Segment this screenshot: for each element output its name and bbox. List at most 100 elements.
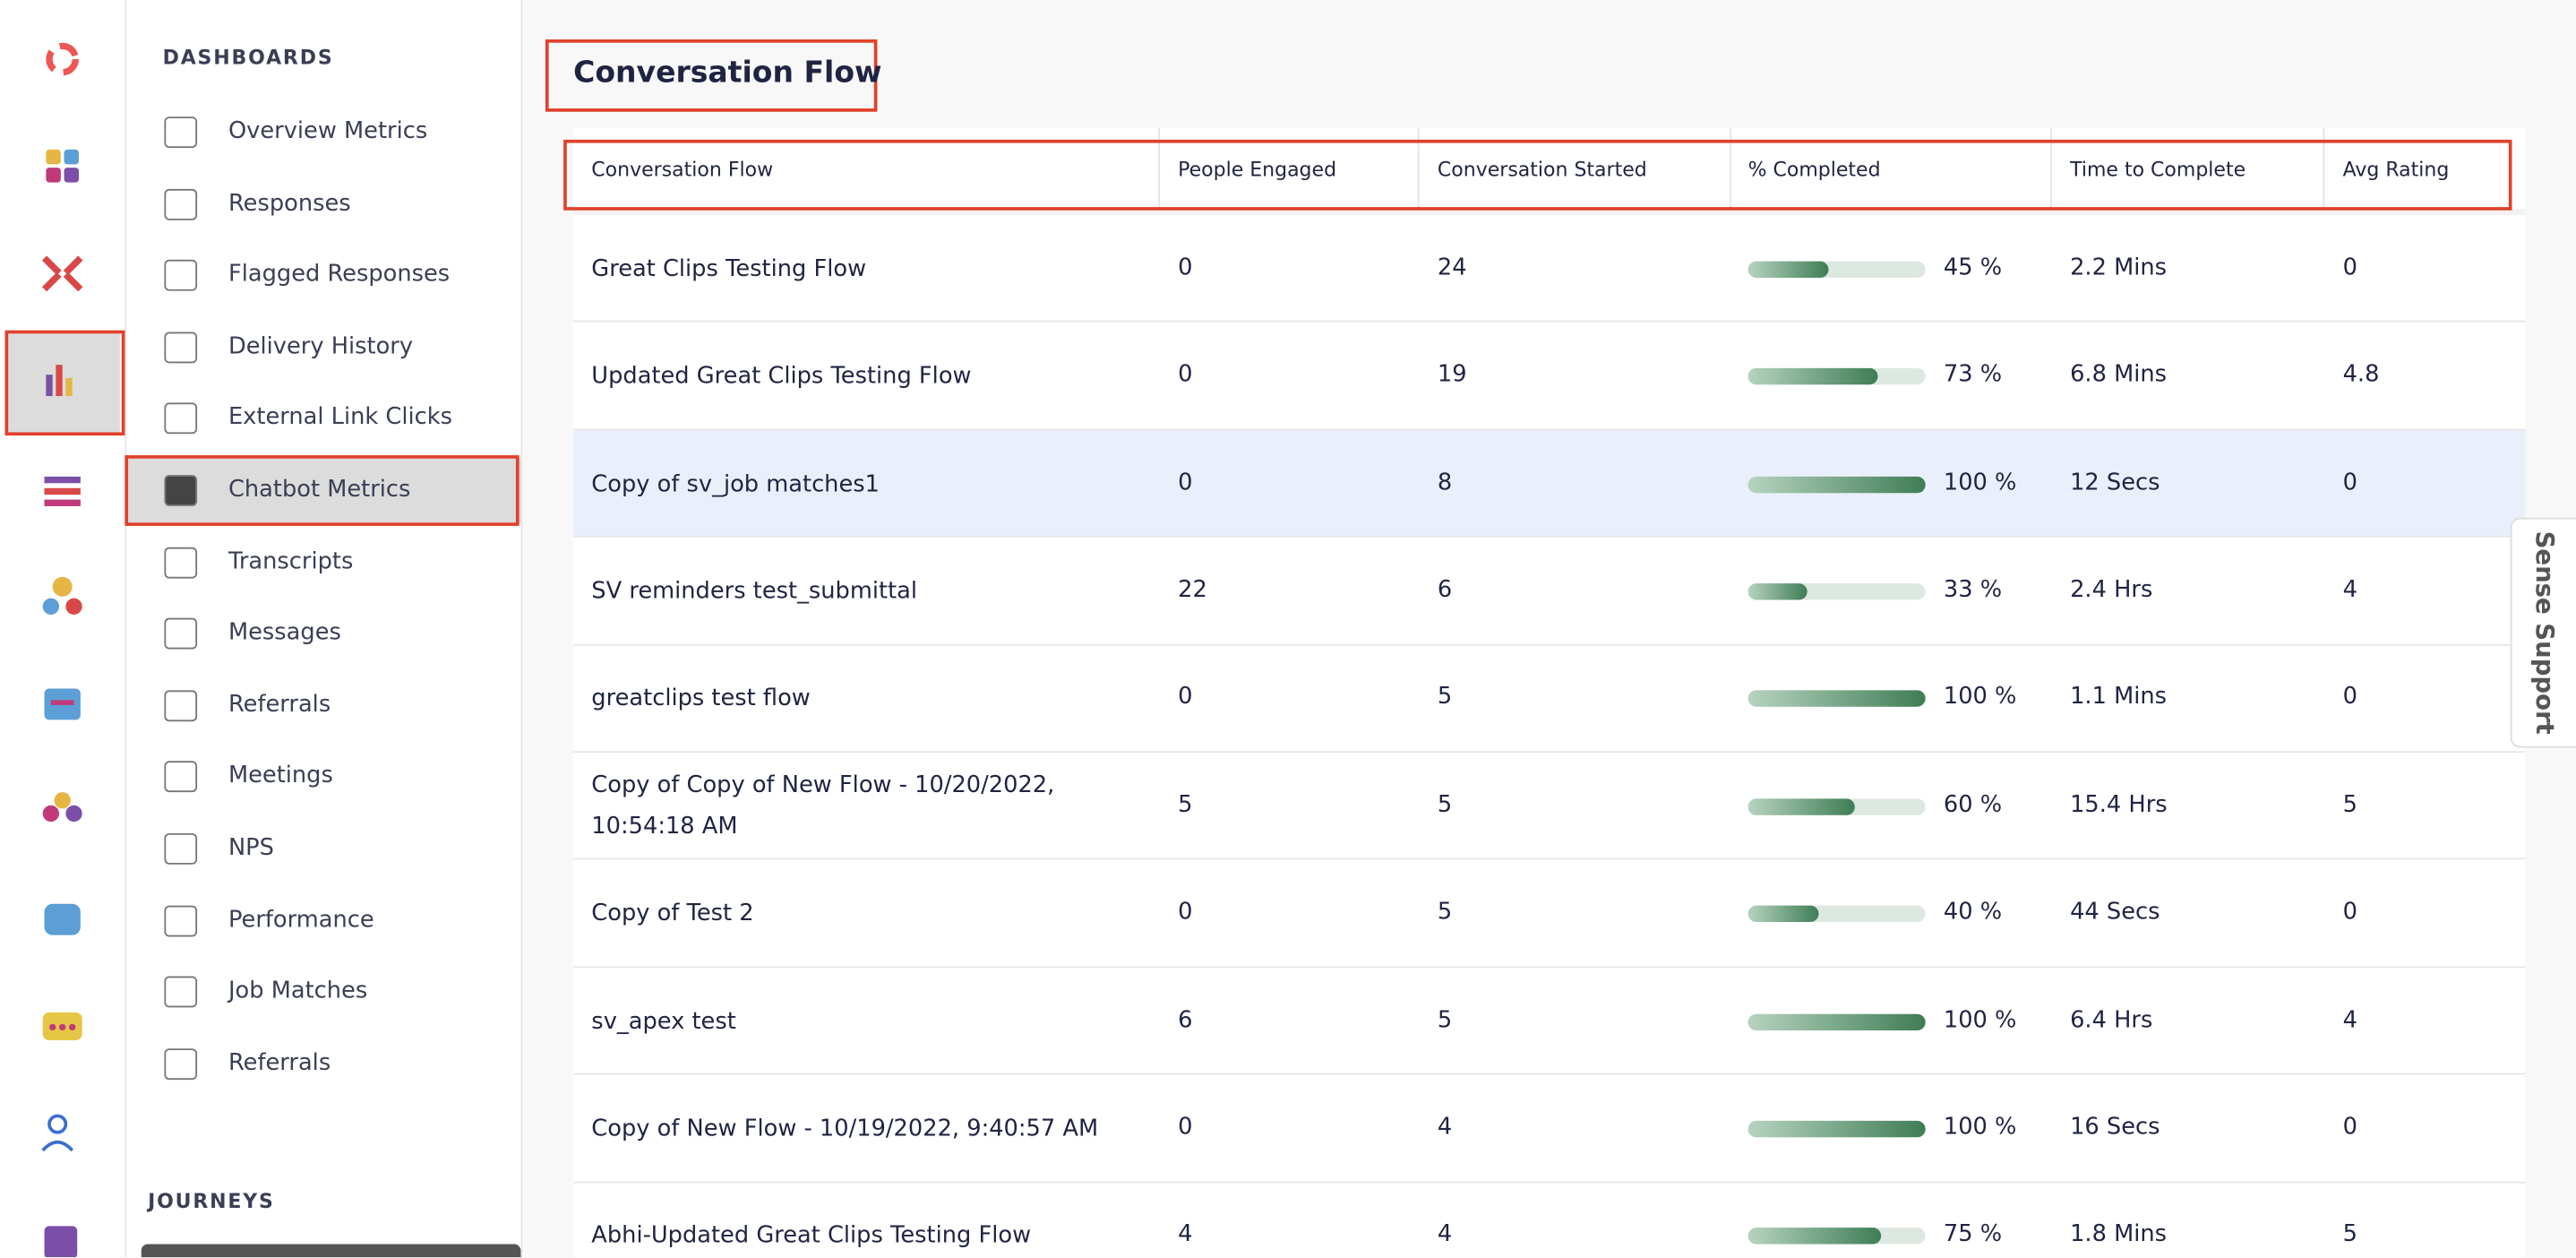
table-row (573, 860, 2526, 968)
nav-item[interactable]: NPS (228, 834, 274, 862)
cell: 4 (2342, 576, 2357, 603)
nav-icon (164, 188, 198, 220)
progress-bar (1747, 690, 1926, 708)
nav-icon (164, 1047, 198, 1080)
flow-name[interactable]: SV reminders test_submittal (591, 578, 918, 605)
nav-icon (164, 976, 198, 1008)
nav-item[interactable]: Referrals (228, 1049, 331, 1077)
section-title: DASHBOARDS (162, 46, 334, 70)
cell: 4 (1437, 1114, 1453, 1141)
nav-icon (164, 403, 198, 435)
nav-icon (164, 618, 198, 650)
nav-item[interactable]: External Link Clicks (228, 404, 452, 432)
cell: 5 (1437, 791, 1453, 818)
nav-item[interactable]: Transcripts (228, 547, 354, 575)
nav-icon (164, 761, 198, 793)
cell: 5 (2342, 1221, 2357, 1248)
table-row (573, 1074, 2526, 1183)
cell: 44 Secs (2070, 899, 2160, 926)
nav-item[interactable]: Meetings (228, 763, 333, 790)
table-row (573, 323, 2526, 431)
table-row (573, 967, 2526, 1075)
column-header: Conversation Started (1437, 158, 1647, 181)
flow-name[interactable]: Abhi-Updated Great Clips Testing Flow (591, 1223, 1032, 1250)
flow-name[interactable]: Copy of New Flow - 10/19/2022, 9:40:57 A… (591, 1116, 1099, 1142)
progress-bar (1747, 1228, 1882, 1245)
cell: 0 (2342, 254, 2357, 281)
flow-name[interactable]: Copy of sv_job matches1 (591, 470, 880, 497)
flow-name[interactable]: Updated Great Clips Testing Flow (591, 363, 972, 390)
column-header: Conversation Flow (591, 158, 774, 181)
nav-item[interactable]: Flagged Responses (228, 261, 451, 289)
nav-item[interactable]: Responses (228, 190, 351, 217)
cell: 0 (2342, 684, 2357, 711)
percent-label: 100 % (1943, 469, 2017, 496)
cell: 4 (1437, 1221, 1453, 1248)
table-row (573, 1182, 2526, 1258)
cell: 4 (1178, 1221, 1193, 1248)
cell: 2.2 Mins (2070, 254, 2168, 281)
percent-label: 100 % (1943, 684, 2017, 711)
cell: 16 Secs (2070, 1114, 2160, 1141)
nav-icon (164, 689, 198, 721)
rail-icons (6, 42, 120, 1258)
flow-name[interactable]: Great Clips Testing Flow (591, 255, 867, 282)
nav-item[interactable]: Delivery History (228, 332, 414, 360)
cell: 1.8 Mins (2070, 1221, 2168, 1248)
flow-name[interactable]: sv_apex test (591, 1008, 736, 1035)
nav-item[interactable]: Referrals (228, 691, 331, 719)
column-divider (1158, 128, 1160, 209)
percent-label: 45 % (1943, 254, 2003, 281)
support-tab[interactable]: Sense Support (2510, 517, 2576, 748)
progress-bar (1747, 582, 1807, 600)
nav-item[interactable]: Messages (228, 619, 341, 647)
column-divider (1417, 128, 1420, 209)
support-label[interactable]: Sense Support (2529, 530, 2560, 735)
progress-bar (1747, 1120, 1926, 1138)
flow-name[interactable]: Copy of Test 2 (591, 900, 754, 927)
nav-item[interactable]: Performance (228, 906, 374, 934)
nav-active-box (125, 455, 519, 526)
column-header: Avg Rating (2342, 158, 2450, 181)
percent-label: 33 % (1943, 576, 2003, 603)
column-header: % Completed (1747, 158, 1881, 181)
cell: 2.4 Hrs (2070, 576, 2153, 603)
progress-bar (1747, 368, 1878, 385)
nav-item[interactable]: Job Matches (228, 978, 368, 1005)
cell: 0 (1178, 899, 1193, 926)
cell: 6 (1437, 576, 1453, 603)
cell: 19 (1437, 361, 1467, 389)
percent-label: 100 % (1943, 1114, 2017, 1141)
scroll-item (141, 1244, 521, 1258)
nav-icon (164, 475, 198, 506)
table-row (573, 753, 2526, 861)
cell: 1.1 Mins (2070, 684, 2168, 711)
section-title: JOURNEYS (148, 1189, 275, 1213)
cell: 5 (1437, 684, 1453, 711)
flow-name[interactable]: greatclips test flow (591, 685, 811, 712)
cell: 5 (1178, 791, 1193, 818)
cell: 0 (2342, 469, 2357, 496)
cell: 5 (2342, 791, 2357, 818)
nav-item[interactable]: Overview Metrics (228, 118, 428, 145)
cell: 0 (1178, 1114, 1193, 1141)
progress-bar (1747, 905, 1819, 923)
percent-label: 40 % (1943, 899, 2003, 926)
cell: 6 (1178, 1006, 1193, 1033)
progress-bar (1747, 1012, 1926, 1030)
column-divider (2050, 128, 2052, 209)
percent-label: 73 % (1943, 361, 2003, 389)
percent-label: 100 % (1943, 1006, 2017, 1033)
nav-item[interactable]: Chatbot Metrics (228, 476, 411, 504)
cell: 15.4 Hrs (2070, 791, 2168, 818)
progress-bar (1747, 476, 1926, 493)
cell: 6.8 Mins (2070, 361, 2168, 389)
table-row (573, 430, 2526, 539)
column-header: Time to Complete (2070, 158, 2246, 181)
percent-label: 75 % (1943, 1221, 2003, 1248)
percent-label: 60 % (1943, 791, 2003, 818)
nav-icon (164, 260, 198, 291)
flow-name[interactable]: Copy of Copy of New Flow - 10/20/2022, 1… (591, 771, 1055, 840)
